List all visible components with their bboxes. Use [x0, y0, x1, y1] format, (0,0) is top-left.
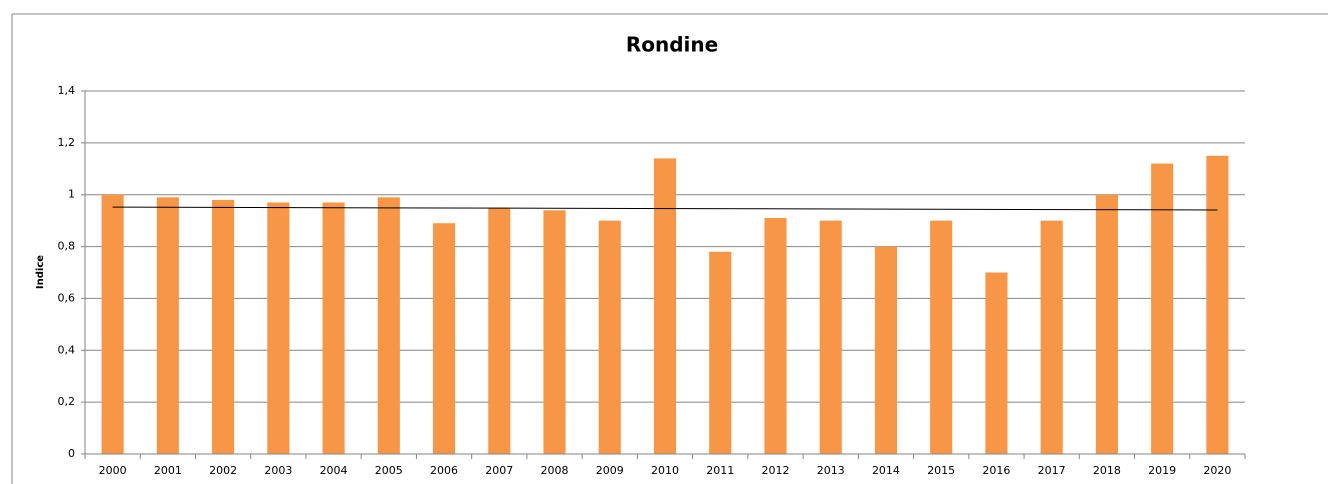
bar [1151, 163, 1174, 454]
y-tick-label: 0,6 [58, 291, 76, 304]
bar [101, 194, 124, 454]
x-tick-label: 2009 [596, 464, 624, 477]
y-tick-label: 0,2 [58, 395, 76, 408]
y-tick-label: 1,2 [58, 136, 76, 149]
bar [653, 158, 677, 454]
x-tick-label: 2020 [1203, 464, 1231, 477]
bar [930, 220, 953, 454]
x-tick-label: 2018 [1093, 464, 1121, 477]
bar [764, 218, 787, 454]
bar [488, 207, 511, 454]
x-tick-label: 2006 [430, 464, 458, 477]
x-tick-label: 2015 [927, 464, 955, 477]
x-tick-label: 2002 [209, 464, 237, 477]
bar [377, 197, 400, 455]
bar [322, 202, 345, 454]
x-tick-label: 2005 [375, 464, 403, 477]
bar [267, 202, 290, 454]
x-tick-label: 2003 [264, 464, 292, 477]
x-tick-label: 2001 [154, 464, 182, 477]
x-tick-label: 2012 [761, 464, 789, 477]
bar [874, 246, 897, 454]
bar [543, 210, 566, 454]
x-tick-label: 2013 [817, 464, 845, 477]
y-axis-label: Indice [35, 255, 46, 289]
bar [212, 199, 235, 454]
x-tick-label: 2014 [872, 464, 900, 477]
trend-line [112, 206, 1218, 211]
x-tick-label: 2011 [706, 464, 734, 477]
bar [598, 220, 621, 454]
x-tick-label: 2000 [99, 464, 127, 477]
bar [156, 197, 179, 455]
bar [433, 223, 456, 454]
bar [819, 220, 842, 454]
x-tick-label: 2004 [320, 464, 348, 477]
x-tick-label: 2008 [541, 464, 569, 477]
bar [985, 272, 1008, 454]
x-tick-label: 2019 [1148, 464, 1176, 477]
y-tick-label: 0 [68, 447, 75, 460]
y-tick-label: 1,4 [58, 84, 76, 97]
bar [1095, 194, 1118, 454]
y-tick-label: 0,4 [58, 343, 76, 356]
x-tick-label: 2017 [1038, 464, 1066, 477]
y-tick-label: 1 [68, 188, 75, 201]
bar [1040, 220, 1063, 454]
bar [709, 251, 732, 454]
x-tick-label: 2010 [651, 464, 679, 477]
x-tick-label: 2016 [982, 464, 1010, 477]
x-tick-label: 2007 [485, 464, 513, 477]
chart-title: Rondine [626, 33, 718, 57]
y-tick-label: 0,8 [58, 240, 76, 253]
bar [1206, 155, 1229, 455]
